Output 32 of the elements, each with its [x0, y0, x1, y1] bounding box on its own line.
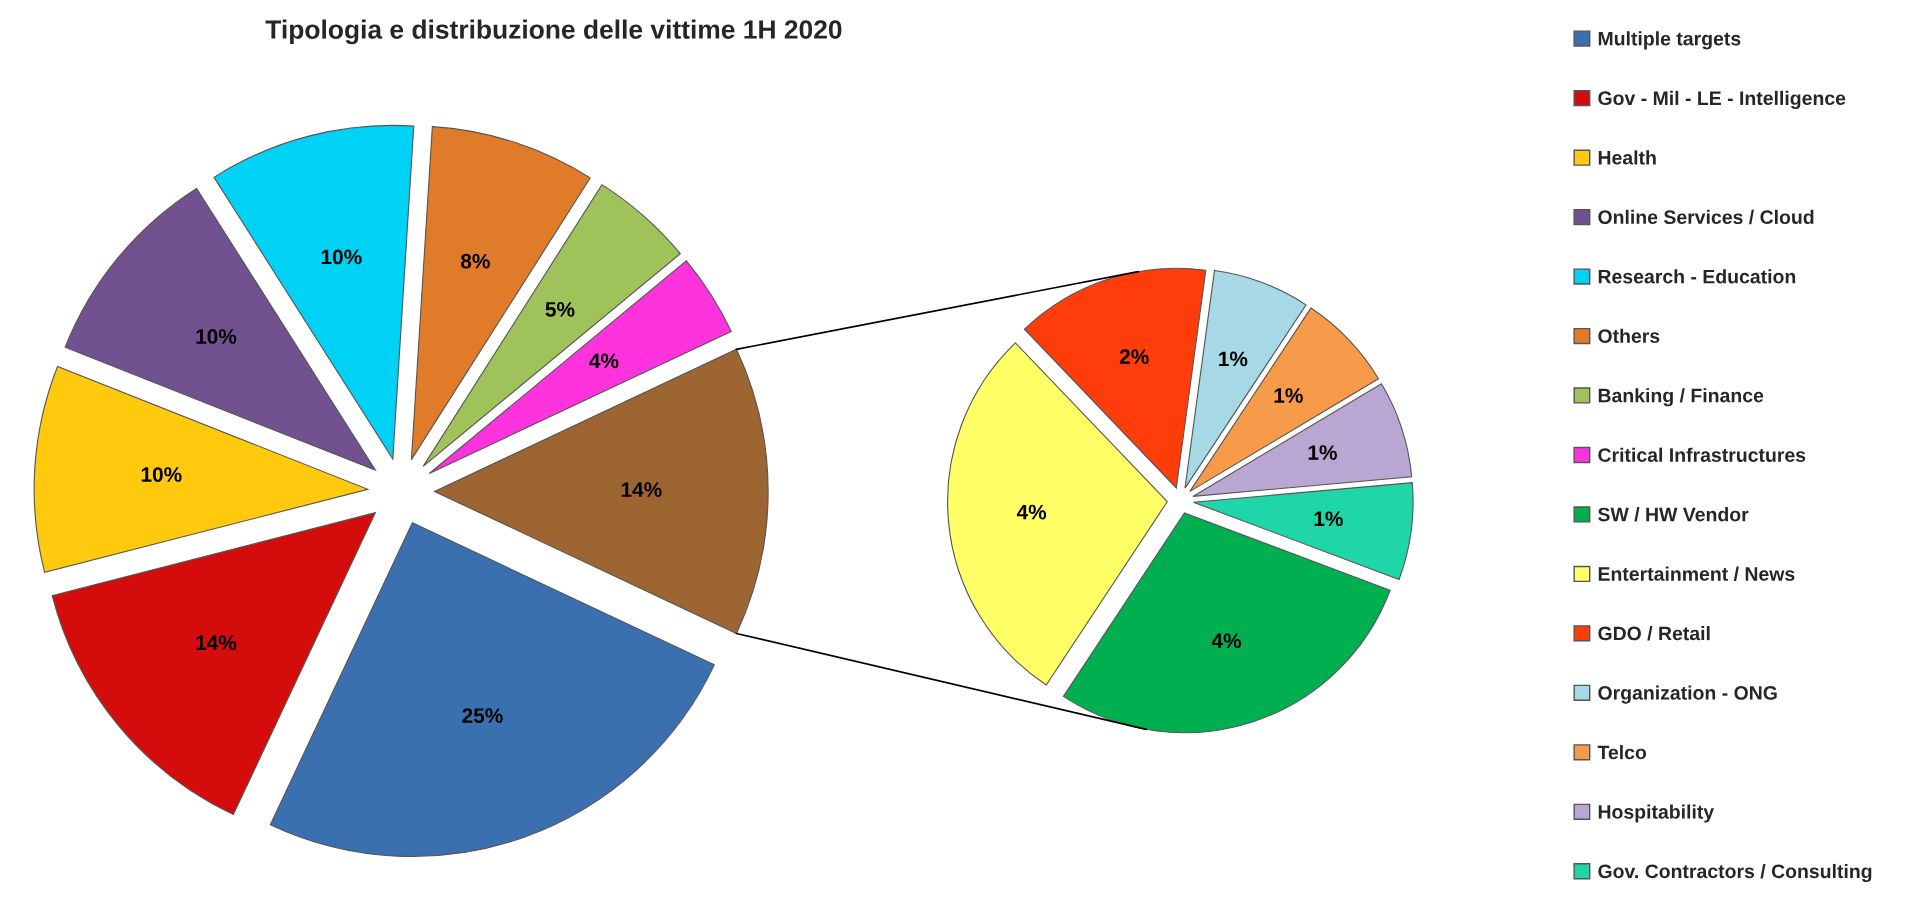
data-label: 4% — [589, 353, 619, 369]
legend-label: Banking / Finance — [1598, 388, 1764, 407]
data-label: 1% — [1308, 445, 1337, 460]
data-label: 25% — [462, 708, 503, 724]
data-label: 1% — [1274, 388, 1303, 403]
legend-label: SW / HW Vendor — [1598, 507, 1749, 522]
legend-label: Gov. Contractors / Consulting — [1598, 863, 1872, 883]
data-label: 8% — [460, 253, 490, 269]
legend-label: Gov - Mil - LE - Intelligence — [1598, 90, 1846, 109]
legend-label: Health — [1598, 150, 1656, 165]
legend-label: Critical Infrastructures — [1598, 447, 1806, 462]
legend-label: Hospitability — [1598, 804, 1715, 823]
data-label: 1% — [1219, 351, 1248, 367]
legend-label: Others — [1598, 328, 1660, 343]
data-label: 5% — [545, 302, 575, 317]
data-label: 10% — [321, 249, 362, 265]
data-label: 4% — [1016, 504, 1047, 520]
data-label: 4% — [1211, 633, 1242, 649]
legend-label: Online Services / Cloud — [1598, 209, 1814, 225]
legend-label: Entertainment / News — [1598, 566, 1795, 582]
data-label: 1% — [1314, 511, 1343, 527]
data-label: 14% — [621, 482, 662, 497]
data-label: 2% — [1119, 349, 1149, 364]
data-label: 10% — [196, 329, 237, 344]
data-label: 10% — [141, 467, 182, 482]
chart-title: Tipologia e distribuzione delle vittime 1H 2020 — [265, 19, 842, 45]
legend-label: Telco — [1597, 745, 1647, 760]
legend-label: Multiple targets — [1598, 31, 1741, 50]
data-label: 14% — [196, 635, 237, 651]
legend-label: GDO / Retail — [1598, 626, 1710, 641]
legend-label: Research - Education — [1598, 269, 1796, 284]
legend-label: Organization - ONG — [1598, 685, 1777, 704]
